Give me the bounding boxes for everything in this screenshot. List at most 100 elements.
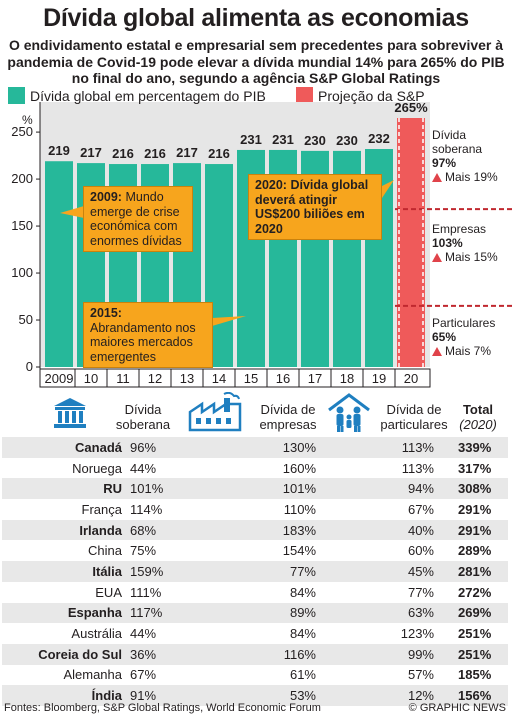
annotation-2015-year: 2015:: [90, 306, 122, 320]
companies-cell: 183%: [178, 519, 330, 541]
table-row: Itália 159% 77% 45% 281%: [2, 561, 508, 582]
value-label-17: 230: [304, 133, 326, 148]
value-label-13: 217: [176, 145, 198, 160]
table-row: Noruega 44% 160% 113% 317%: [2, 458, 508, 479]
annotation-2009-pointer: [60, 206, 84, 218]
header-total-line2: (2020): [459, 417, 497, 432]
breakdown-companies: Empresas 103% Mais 15%: [432, 222, 512, 264]
households-cell: 57%: [407, 667, 434, 683]
breakdown-sovereign-label2: soberana: [432, 142, 483, 156]
credit: © GRAPHIC NEWS: [408, 702, 506, 714]
households-cell: 67%: [407, 501, 434, 517]
sovereign-cell: 114%: [130, 501, 163, 517]
annotation-2009-year: 2009:: [90, 190, 122, 204]
sovereign-cell: 111%: [130, 584, 162, 600]
annotation-2015-pointer: [212, 316, 246, 326]
companies-cell: 89%: [178, 602, 330, 624]
households-cell: 63%: [330, 602, 446, 624]
sovereign-cell: 96%: [128, 437, 178, 458]
table-row: Coreia do Sul 36% 116% 99% 251%: [2, 643, 508, 665]
x-tick-label-12: 12: [148, 371, 162, 386]
factory-icon: [188, 392, 242, 432]
total-cell: 308%: [446, 478, 508, 500]
sovereign-cell: 91%: [128, 685, 178, 706]
companies-cell: 160%: [282, 460, 316, 476]
sovereign-cell: 36%: [128, 643, 178, 665]
y-tick-label: 100: [11, 265, 33, 280]
total-cell: 291%: [458, 501, 492, 517]
x-tick-label-11: 11: [116, 371, 130, 386]
table-row: Índia 91% 53% 12% 156%: [2, 685, 508, 706]
country-cell: Coreia do Sul: [2, 643, 128, 665]
companies-cell: 53%: [178, 685, 330, 706]
header-households-line1: Dívida de: [386, 402, 442, 417]
total-cell: 339%: [446, 437, 508, 458]
table-row: RU 101% 101% 94% 308%: [2, 478, 508, 500]
value-label-11: 216: [112, 146, 134, 161]
companies-cell: 130%: [178, 437, 330, 458]
households-cell: 45%: [330, 561, 446, 582]
households-cell: 123%: [400, 626, 434, 642]
country-cell: Índia: [2, 685, 128, 706]
annotation-2015-text: Abrandamento nos maiores mercados emerge…: [90, 320, 196, 364]
annotation-2015: 2015: Abrandamento nos maiores mercados …: [83, 302, 213, 368]
y-tick-label: 250: [11, 124, 33, 139]
households-cell: 77%: [407, 584, 434, 600]
table-row: EUA 111% 84% 77% 272%: [2, 582, 508, 603]
annotation-2009-text: Mundo emerge de crise económica com enor…: [90, 190, 182, 248]
country-cell: China: [88, 543, 122, 559]
total-cell: 272%: [458, 584, 492, 600]
companies-cell: 61%: [289, 667, 316, 683]
bar-projection-20: [397, 118, 425, 367]
table-row: Canadá 96% 130% 113% 339%: [2, 437, 508, 458]
annotation-2020-text: 2020: Dívida global deverá atingir US$20…: [255, 178, 369, 236]
table-row: Irlanda 68% 183% 40% 291%: [2, 519, 508, 541]
total-cell: 185%: [458, 667, 492, 683]
breakdown-households-change: Mais 7%: [445, 344, 492, 358]
total-cell: 156%: [446, 685, 508, 706]
legend-projection-label: Projeção da S&P: [318, 88, 425, 104]
value-label-14: 216: [208, 146, 230, 161]
y-tick-label: 0: [26, 359, 33, 374]
header-households-line2: particulares: [380, 417, 448, 432]
up-arrow-icon: [432, 172, 442, 182]
header-total-line1: Total: [462, 402, 494, 417]
total-cell: 251%: [446, 643, 508, 665]
country-cell: Noruega: [72, 460, 122, 476]
country-cell: Itália: [2, 561, 128, 582]
total-cell: 317%: [458, 460, 492, 476]
header-sovereign-line1: Dívida: [124, 402, 162, 417]
breakdown-companies-change: Mais 15%: [445, 250, 498, 264]
y-tick-label: 200: [11, 171, 33, 186]
companies-cell: 154%: [282, 543, 316, 559]
sovereign-cell: 75%: [130, 543, 157, 559]
country-cell: Irlanda: [2, 519, 128, 541]
breakdown-sovereign: Dívida soberana 97% Mais 19%: [432, 128, 512, 184]
households-cell: 12%: [330, 685, 446, 706]
sovereign-cell: 101%: [128, 478, 178, 500]
page-title: Dívida global alimenta as economias: [43, 4, 469, 32]
x-tick-label-18: 18: [340, 371, 354, 386]
total-cell: 291%: [446, 519, 508, 541]
x-tick-label-13: 13: [180, 371, 194, 386]
breakdown-sovereign-value: 97%: [432, 156, 457, 170]
source-note: Fontes: Bloomberg, S&P Global Ratings, W…: [4, 702, 321, 714]
sovereign-cell: 68%: [128, 519, 178, 541]
total-cell: 269%: [446, 602, 508, 624]
companies-cell: 101%: [178, 478, 330, 500]
x-tick-label-16: 16: [276, 371, 290, 386]
breakdown-sovereign-label1: Dívida: [432, 128, 467, 142]
breakdown-companies-value: 103%: [432, 236, 463, 250]
companies-cell: 110%: [283, 501, 316, 517]
up-arrow-icon: [432, 346, 442, 356]
x-tick-label-19: 19: [372, 371, 386, 386]
breakdown-households-label: Particulares: [432, 316, 496, 330]
page-subtitle: O endividamento estatal e empresarial se…: [7, 37, 505, 86]
country-cell: Canadá: [2, 437, 128, 458]
companies-cell: 84%: [289, 626, 316, 642]
annotation-2020-pointer: [382, 180, 394, 198]
country-cell: França: [81, 501, 122, 517]
country-cell: RU: [2, 478, 128, 500]
y-tick-label: 50: [19, 312, 33, 327]
